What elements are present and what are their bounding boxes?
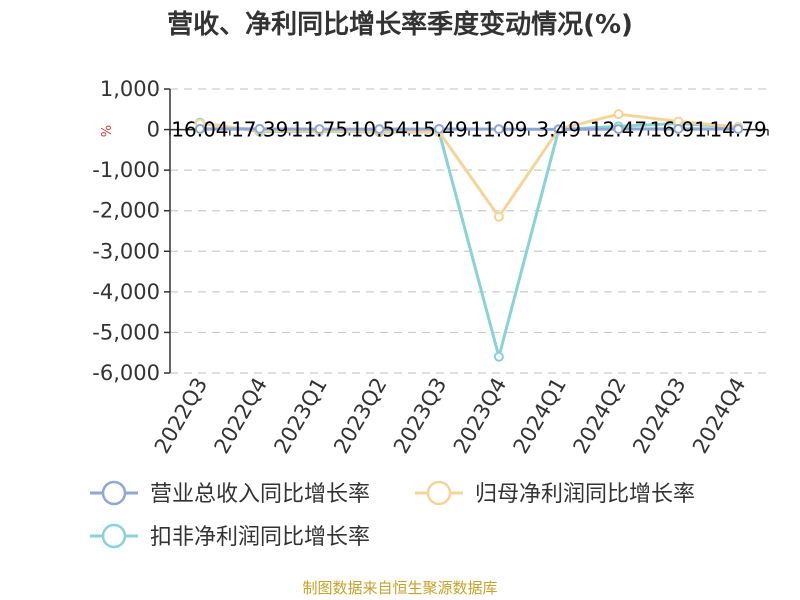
y-tick-label: -2,000: [92, 199, 160, 223]
y-tick-label: -1,000: [92, 158, 160, 182]
data-label: 11.09: [470, 118, 527, 142]
x-tick-label: 2024Q1: [509, 374, 571, 458]
x-tick-label: 2022Q4: [210, 374, 272, 458]
data-label: 16.91: [650, 118, 707, 142]
legend-label: 扣非净利润同比增长率: [150, 525, 370, 550]
data-point: [673, 123, 684, 134]
data-point: [613, 109, 624, 120]
data-point: [434, 123, 445, 134]
data-label: 11.75: [291, 118, 348, 142]
legend-marker: [101, 523, 127, 549]
data-point: [194, 123, 205, 134]
legend-marker: [426, 480, 452, 506]
x-tick-label: 2024Q2: [568, 374, 630, 458]
data-label: 14.79: [709, 118, 766, 142]
x-tick-label: 2024Q3: [628, 374, 690, 458]
series-line: [199, 112, 739, 219]
data-labels: 16.04 17.39 11.75 10.54 15.49 11.09 3.49 12.47 1…: [171, 118, 766, 142]
y-tick-label: 1,000: [100, 77, 160, 101]
y-axis: 1,000 0 -1,000 -2,000 -3,000 -4,000 -5,000 -6,0…: [92, 77, 171, 385]
x-tick-label: 2023Q4: [449, 374, 511, 458]
data-point: [254, 123, 265, 134]
x-axis: 2022Q32022Q42023Q12023Q22023Q32023Q42024…: [150, 128, 769, 458]
legend-label: 归母净利润同比增长率: [475, 482, 695, 507]
y-tick-label: -4,000: [92, 280, 160, 304]
data-point: [493, 351, 504, 362]
x-tick-label: 2022Q3: [150, 374, 212, 458]
legend-label: 营业总收入同比增长率: [150, 482, 370, 507]
y-tick-label: -5,000: [92, 320, 160, 344]
x-tick-label: 2023Q3: [389, 373, 451, 457]
data-label: 15.49: [410, 118, 467, 142]
data-point: [613, 124, 624, 135]
data-point: [314, 124, 325, 135]
x-tick-label: 2024Q4: [688, 374, 750, 458]
x-tick-label: 2023Q2: [329, 374, 391, 458]
data-label: 12.47: [590, 118, 647, 142]
data-label: 17.39: [231, 118, 288, 142]
y-tick-label: 0: [147, 118, 160, 142]
data-label: 16.04: [171, 118, 228, 142]
source-text: 制图数据来自恒生聚源数据库: [302, 579, 497, 597]
data-point: [493, 124, 504, 135]
data-point: [733, 123, 744, 134]
y-unit-mark: %: [97, 125, 112, 137]
series-line: [199, 127, 739, 131]
data-label: 3.49: [536, 118, 581, 142]
x-tick-label: 2023Q1: [269, 374, 331, 458]
y-tick-label: -6,000: [92, 361, 160, 385]
data-point: [553, 124, 564, 135]
legend-marker: [101, 480, 127, 506]
y-tick-label: -3,000: [92, 239, 160, 263]
series-line: [199, 121, 739, 359]
chart-title: 营收、净利同比增长率季度变动情况(%): [167, 9, 633, 40]
data-point: [374, 124, 385, 135]
series-group: [194, 109, 744, 362]
data-label: 10.54: [351, 118, 408, 142]
data-point: [493, 211, 504, 222]
